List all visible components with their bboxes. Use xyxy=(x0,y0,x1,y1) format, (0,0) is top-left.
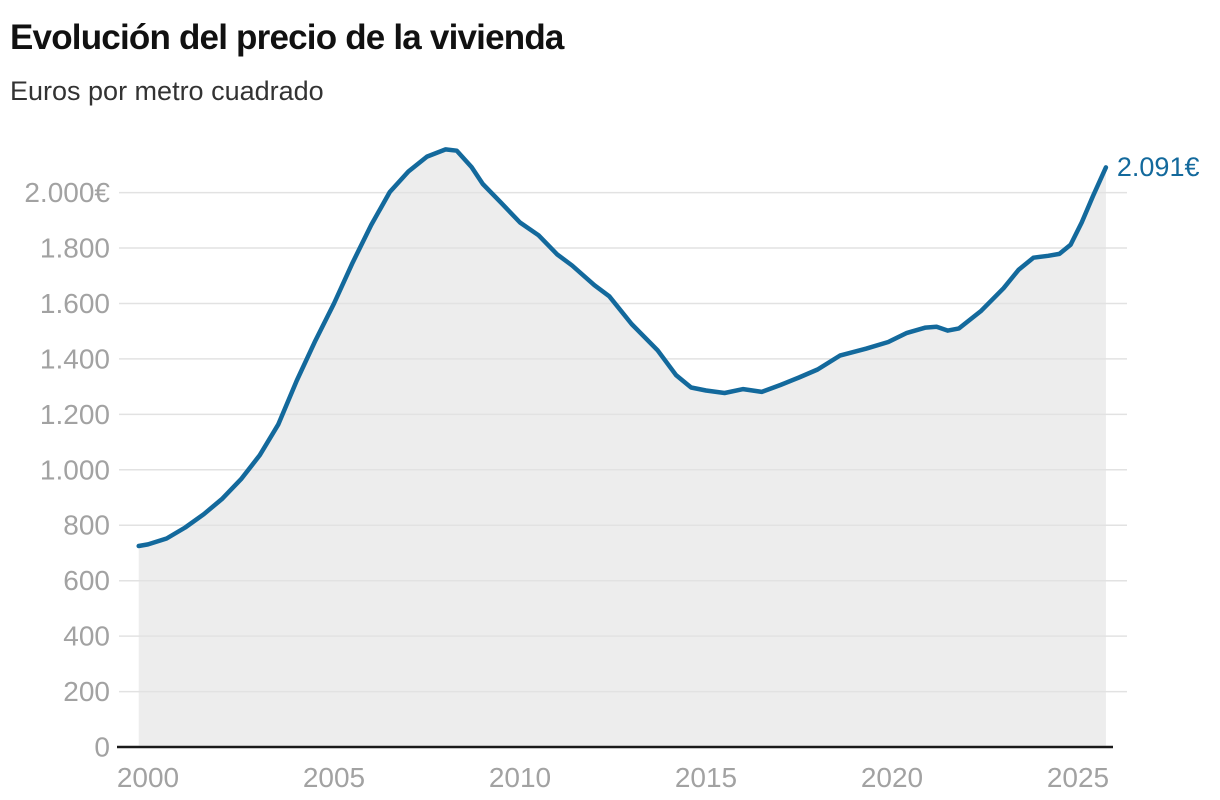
price-line xyxy=(136,147,1109,549)
y-tick-label-1000: 1.000 xyxy=(40,454,110,485)
x-tick-label-2005: 2005 xyxy=(303,762,365,793)
x-tick-label-2000: 2000 xyxy=(117,762,179,793)
area-fill xyxy=(138,149,1106,746)
y-tick-label-0: 0 xyxy=(94,732,110,763)
x-tick-label-2025: 2025 xyxy=(1047,762,1109,793)
y-tick-label-2000: 2.000€ xyxy=(24,177,110,208)
y-tick-label-1800: 1.800 xyxy=(40,233,110,264)
y-tick-label-1400: 1.400 xyxy=(40,343,110,374)
chart-subtitle: Euros por metro cuadrado xyxy=(10,76,324,106)
y-tick-label-800: 800 xyxy=(63,510,110,541)
x-tick-label-2010: 2010 xyxy=(489,762,551,793)
x-tick-label-2015: 2015 xyxy=(675,762,737,793)
y-tick-label-600: 600 xyxy=(63,565,110,596)
y-tick-label-1200: 1.200 xyxy=(40,399,110,430)
x-tick-label-2020: 2020 xyxy=(861,762,923,793)
latest-value-label: 2.091€ xyxy=(1116,152,1200,183)
y-tick-label-1600: 1.600 xyxy=(40,288,110,319)
y-tick-label-200: 200 xyxy=(63,676,110,707)
y-tick-label-400: 400 xyxy=(63,621,110,652)
chart-title: Evolución del precio de la vivienda xyxy=(10,18,564,57)
